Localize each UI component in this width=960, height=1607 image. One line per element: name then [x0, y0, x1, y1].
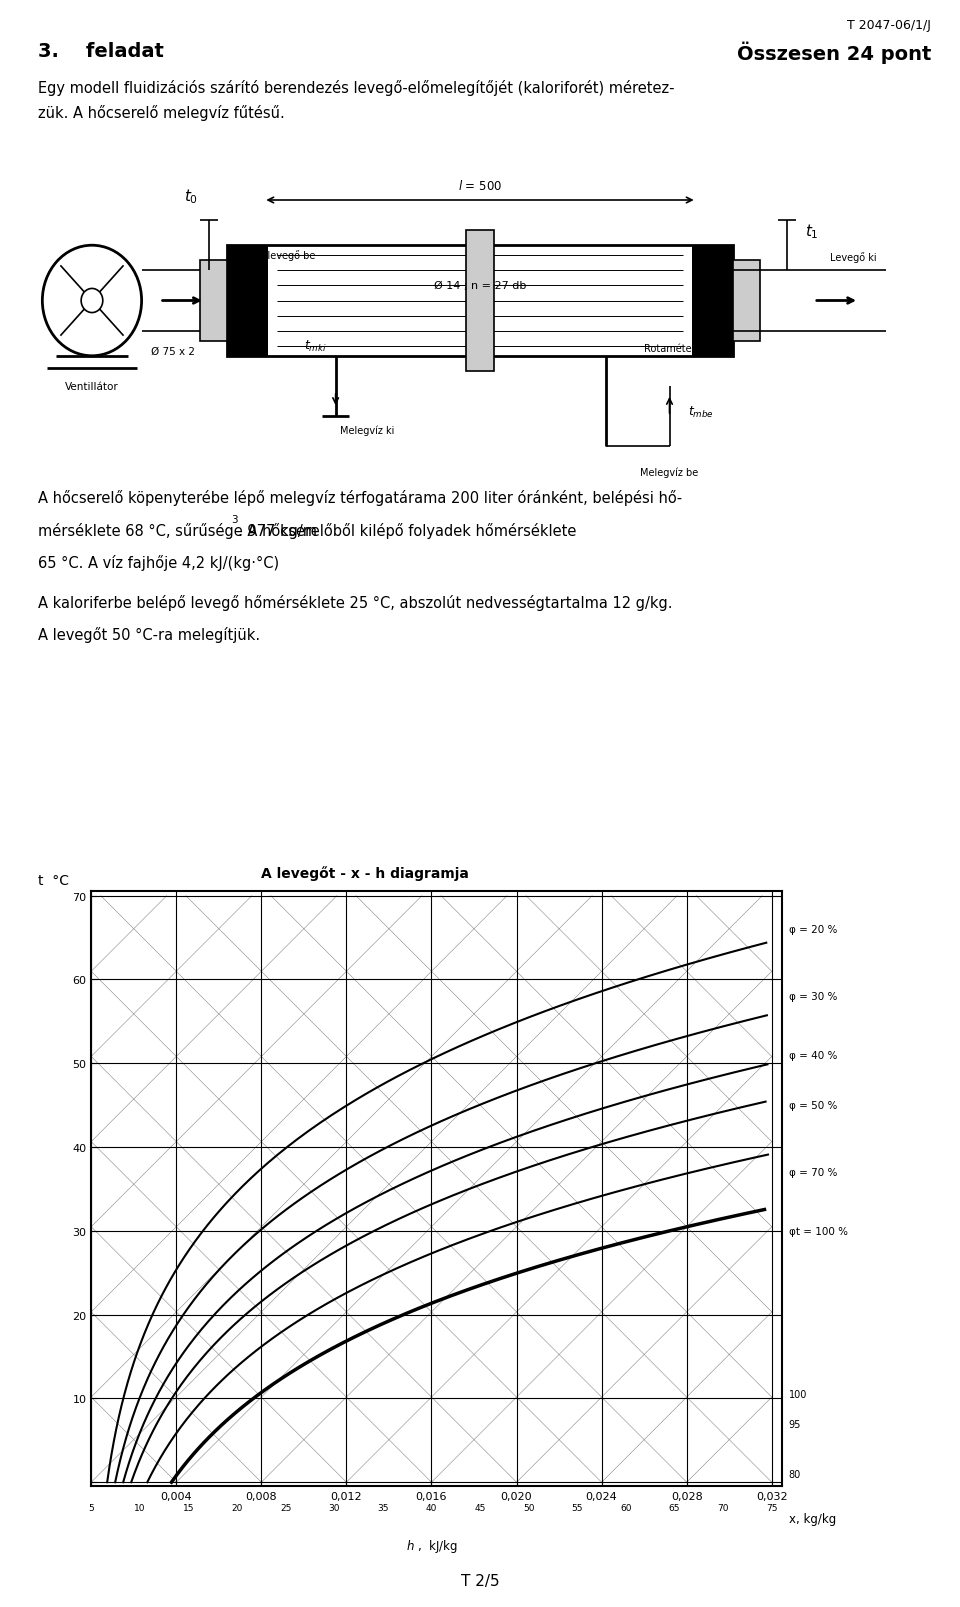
- Text: Rotaméter: Rotaméter: [644, 344, 695, 354]
- Bar: [732, 260, 759, 342]
- Text: 45: 45: [474, 1503, 486, 1512]
- Text: $\mathit{h}$ ,  kJ/kg: $\mathit{h}$ , kJ/kg: [405, 1536, 457, 1554]
- Text: φ = 30 %: φ = 30 %: [789, 992, 837, 1001]
- Circle shape: [82, 289, 103, 313]
- Text: Levegő ki: Levegő ki: [830, 252, 877, 264]
- Text: 3: 3: [231, 514, 238, 524]
- Text: 55: 55: [571, 1503, 583, 1512]
- Text: $t_{mki}$: $t_{mki}$: [303, 339, 326, 354]
- Text: φ = 20 %: φ = 20 %: [789, 924, 837, 935]
- Text: φ = 40 %: φ = 40 %: [789, 1051, 837, 1061]
- Text: 10: 10: [134, 1503, 146, 1512]
- Text: 50: 50: [523, 1503, 535, 1512]
- Text: 65: 65: [669, 1503, 681, 1512]
- Text: T 2/5: T 2/5: [461, 1573, 499, 1588]
- Bar: [692, 246, 732, 357]
- Text: 5: 5: [88, 1503, 94, 1512]
- Text: zük. A hőcserelő melegvíz fűtésű.: zük. A hőcserelő melegvíz fűtésű.: [38, 104, 285, 121]
- Text: 15: 15: [182, 1503, 194, 1512]
- Text: x, kg/kg: x, kg/kg: [789, 1512, 836, 1525]
- Text: A levegőt 50 °C-ra melegítjük.: A levegőt 50 °C-ra melegítjük.: [38, 627, 260, 643]
- Text: 95: 95: [789, 1419, 802, 1429]
- Text: A kaloriferbe belépő levegő hőmérséklete 25 °C, abszolút nedvességtartalma 12 g/: A kaloriferbe belépő levegő hőmérséklete…: [38, 595, 673, 611]
- Text: $l$ = 500: $l$ = 500: [458, 178, 502, 193]
- Text: 25: 25: [280, 1503, 291, 1512]
- Text: Ventillátor: Ventillátor: [65, 382, 119, 392]
- Text: Melegvíz ki: Melegvíz ki: [340, 424, 395, 435]
- Text: A levegőt - x - h diagramja: A levegőt - x - h diagramja: [261, 866, 468, 881]
- Text: 3.    feladat: 3. feladat: [38, 42, 164, 61]
- Text: Egy modell fluidizációs szárító berendezés levegő-előmelegítőjét (kaloriforét) m: Egy modell fluidizációs szárító berendez…: [38, 80, 675, 96]
- Text: 75: 75: [766, 1503, 778, 1512]
- Text: 80: 80: [789, 1469, 801, 1478]
- Text: 35: 35: [377, 1503, 389, 1512]
- Text: mérséklete 68 °C, sűrűsége 977 kg/m: mérséklete 68 °C, sűrűsége 977 kg/m: [38, 522, 318, 538]
- Text: Összesen 24 pont: Összesen 24 pont: [737, 42, 931, 64]
- Text: T 2047-06/1/J: T 2047-06/1/J: [848, 19, 931, 32]
- Text: Ø 75 x 2: Ø 75 x 2: [151, 347, 195, 357]
- Text: . A hőcserelőből kilépő folyadek hőmérséklete: . A hőcserelőből kilépő folyadek hőmérsé…: [238, 522, 576, 538]
- Bar: [228, 246, 268, 357]
- Text: $t_1$: $t_1$: [804, 222, 819, 241]
- Text: 100: 100: [789, 1390, 807, 1400]
- Text: 40: 40: [426, 1503, 437, 1512]
- Text: Ø 14 ; n = 27 db: Ø 14 ; n = 27 db: [434, 281, 526, 291]
- Text: φ = 50 %: φ = 50 %: [789, 1101, 837, 1110]
- Text: $t_0$: $t_0$: [184, 186, 199, 206]
- Bar: [201, 260, 228, 342]
- Text: 30: 30: [328, 1503, 340, 1512]
- Text: Hideg levegő be: Hideg levegő be: [236, 251, 316, 262]
- Text: 60: 60: [620, 1503, 632, 1512]
- Text: φ = 70 %: φ = 70 %: [789, 1167, 837, 1178]
- Text: 20: 20: [231, 1503, 243, 1512]
- Text: 70: 70: [717, 1503, 729, 1512]
- Text: t  °C: t °C: [38, 873, 69, 887]
- Text: Melegvíz be: Melegvíz be: [640, 468, 699, 477]
- Text: 65 °C. A víz fajhője 4,2 kJ/(kg·°C): 65 °C. A víz fajhője 4,2 kJ/(kg·°C): [38, 554, 279, 570]
- Text: φt = 100 %: φt = 100 %: [789, 1226, 848, 1236]
- Bar: [228, 246, 732, 357]
- Bar: [467, 231, 493, 371]
- Text: $t_{mbe}$: $t_{mbe}$: [687, 405, 713, 419]
- Text: A hőcserelő köpenyterébe lépő melegvíz térfogatárama 200 liter óránként, belépés: A hőcserelő köpenyterébe lépő melegvíz t…: [38, 490, 683, 506]
